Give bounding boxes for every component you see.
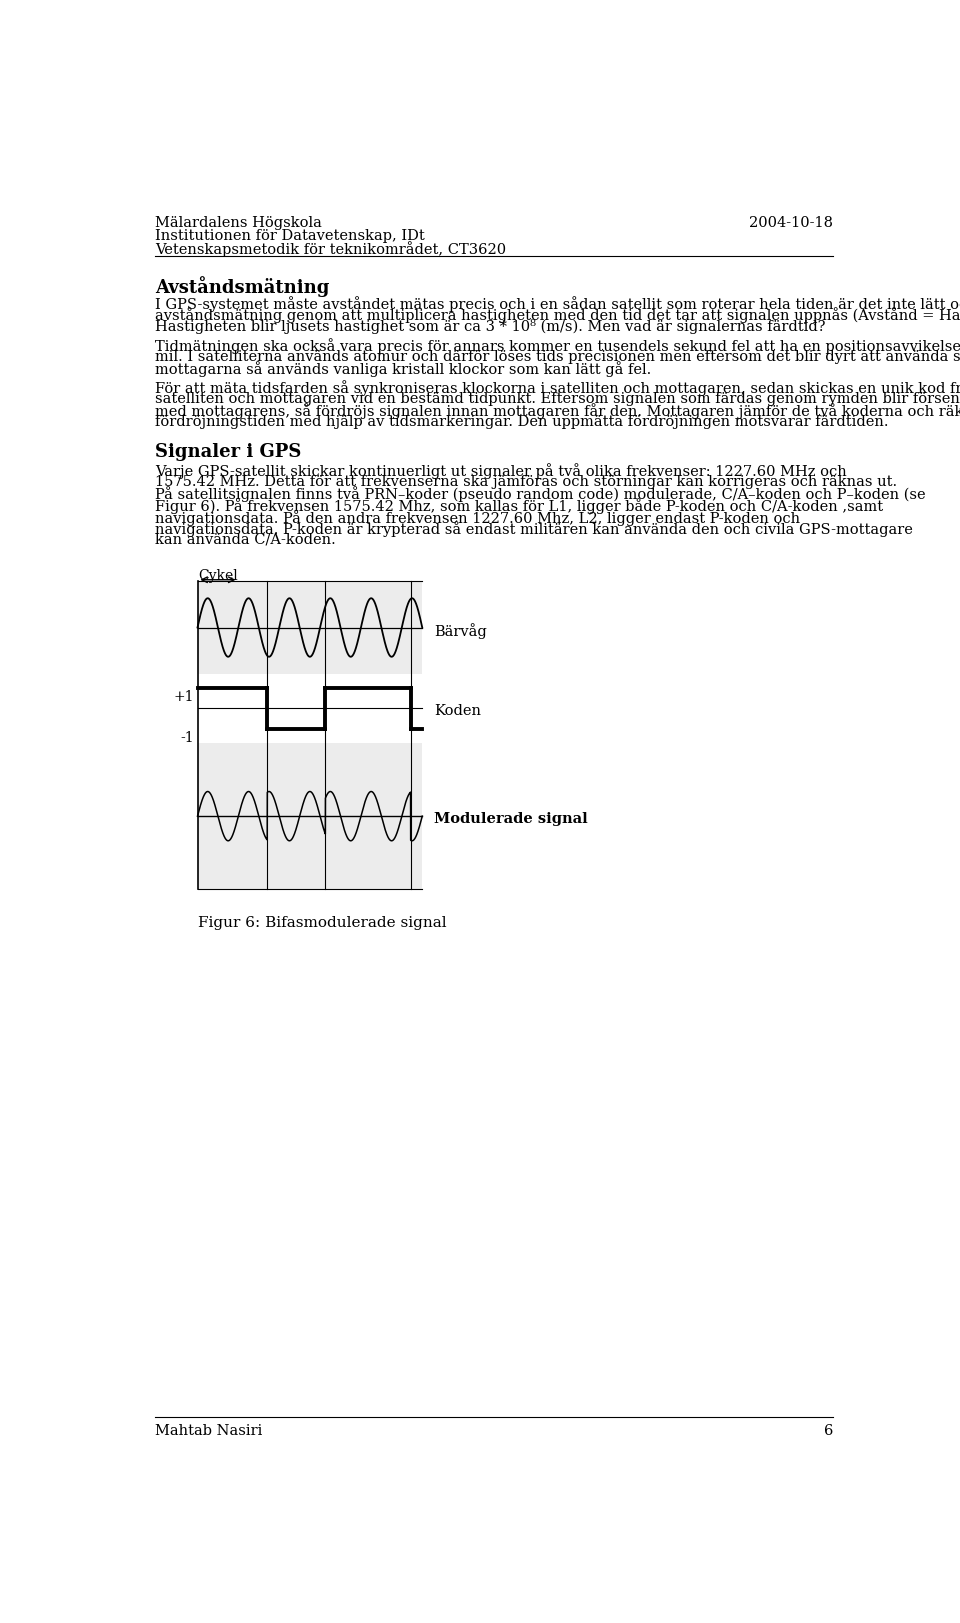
Text: Varje GPS-satellit skickar kontinuerligt ut signaler på två olika frekvenser: 12: Varje GPS-satellit skickar kontinuerligt… [155, 464, 847, 479]
Text: Mahtab Nasiri: Mahtab Nasiri [155, 1425, 262, 1438]
Text: För att mäta tidsfarden så synkroniseras klockorna i satelliten och mottagaren, : För att mäta tidsfarden så synkroniseras… [155, 380, 960, 396]
Text: Mälardalens Högskola: Mälardalens Högskola [155, 216, 322, 230]
Bar [198, 581, 422, 674]
Text: I GPS-systemet måste avståndet mätas precis och i en sådan satellit som roterar : I GPS-systemet måste avståndet mätas pre… [155, 295, 960, 312]
Text: navigationsdata. P-koden är krypterad så endast militären kan använda den och ci: navigationsdata. P-koden är krypterad så… [155, 521, 913, 537]
Bar [198, 743, 422, 889]
Text: fördröjningstiden med hjälp av tidsmarkeringar. Den uppmätta fördröjningen motsv: fördröjningstiden med hjälp av tidsmarke… [155, 415, 888, 428]
Text: avståndsmätning genom att multiplicera hastigheten med den tid det tar att signa: avståndsmätning genom att multiplicera h… [155, 307, 960, 323]
Text: Koden: Koden [434, 704, 481, 717]
Text: 1575.42 MHz. Detta för att frekvenserna ska jämföras och störningar kan korriger: 1575.42 MHz. Detta för att frekvenserna … [155, 476, 897, 489]
Text: -1: -1 [180, 732, 194, 745]
Text: Vetenskapsmetodik för teknikområdet, CT3620: Vetenskapsmetodik för teknikområdet, CT3… [155, 240, 506, 256]
Text: Cykel: Cykel [198, 570, 238, 583]
Text: navigationsdata. På den andra frekvensen 1227.60 Mhz, L2, ligger endast P-koden : navigationsdata. På den andra frekvensen… [155, 510, 800, 526]
Text: mottagarna så används vanliga kristall klockor som kan lätt gå fel.: mottagarna så används vanliga kristall k… [155, 360, 651, 377]
Text: Figur 6). På frekvensen 1575.42 Mhz, som kallas för L1, ligger både P-koden och : Figur 6). På frekvensen 1575.42 Mhz, som… [155, 498, 883, 514]
Text: Signaler i GPS: Signaler i GPS [155, 443, 301, 461]
Text: +1: +1 [173, 690, 194, 704]
Text: På satellitsignalen finns två PRN–koder (pseudo random code) modulerade, C/A–kod: På satellitsignalen finns två PRN–koder … [155, 487, 925, 503]
Text: kan använda C/A-koden.: kan använda C/A-koden. [155, 532, 336, 547]
Text: Hastigheten blir ljusets hastighet som är ca 3 * 10⁸ (m/s). Men vad är signalern: Hastigheten blir ljusets hastighet som ä… [155, 318, 826, 334]
Text: med mottagarens, så fördröjs signalen innan mottagaren får den. Mottagaren jämfö: med mottagarens, så fördröjs signalen in… [155, 404, 960, 419]
Text: Bärvåg: Bärvåg [434, 623, 487, 639]
Text: mil. I satelliterna används atomur och därför löses tids precisionen men efterso: mil. I satelliterna används atomur och d… [155, 349, 960, 364]
Text: Modulerade signal: Modulerade signal [434, 812, 588, 826]
Text: satelliten och mottagaren vid en bestämd tidpunkt. Eftersom signalen som färdas : satelliten och mottagaren vid en bestämd… [155, 391, 960, 406]
Text: 2004-10-18: 2004-10-18 [749, 216, 833, 230]
Text: Avståndsmätning: Avståndsmätning [155, 276, 329, 297]
Text: Tidmätningen ska också vara precis för annars kommer en tusendels sekund fel att: Tidmätningen ska också vara precis för a… [155, 338, 960, 354]
Text: Figur 6: Bifasmodulerade signal: Figur 6: Bifasmodulerade signal [198, 917, 446, 930]
Text: 6: 6 [824, 1425, 833, 1438]
Text: Institutionen för Datavetenskap, IDt: Institutionen för Datavetenskap, IDt [155, 229, 424, 243]
